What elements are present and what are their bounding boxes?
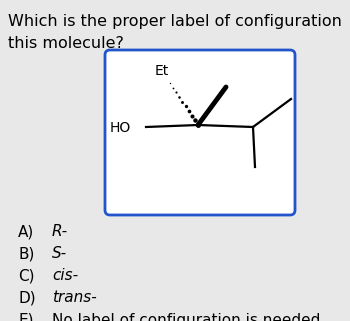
Text: Which is the proper label of configuration: Which is the proper label of configurati… — [8, 14, 342, 29]
Text: No label of configuration is needed: No label of configuration is needed — [52, 313, 320, 321]
Text: A): A) — [18, 224, 34, 239]
Text: B): B) — [18, 247, 34, 262]
Text: HO: HO — [110, 121, 131, 135]
Text: this molecule?: this molecule? — [8, 36, 124, 51]
Text: D): D) — [18, 291, 36, 306]
FancyBboxPatch shape — [105, 50, 295, 215]
Text: trans-: trans- — [52, 291, 97, 306]
Text: R-: R- — [52, 224, 68, 239]
Text: S-: S- — [52, 247, 67, 262]
Text: E): E) — [18, 313, 34, 321]
Text: Et: Et — [155, 64, 169, 78]
Text: cis-: cis- — [52, 268, 78, 283]
Text: C): C) — [18, 268, 35, 283]
